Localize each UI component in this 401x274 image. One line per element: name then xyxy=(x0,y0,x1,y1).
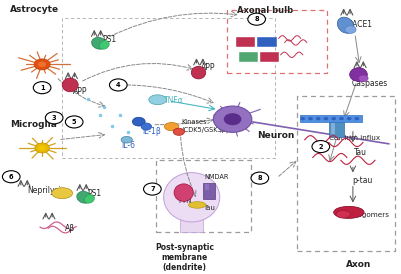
Ellipse shape xyxy=(91,37,107,49)
Bar xyxy=(329,121,344,137)
Ellipse shape xyxy=(174,184,193,201)
Circle shape xyxy=(331,117,336,120)
Ellipse shape xyxy=(84,195,95,203)
Circle shape xyxy=(132,117,145,126)
Text: APP: APP xyxy=(73,87,87,96)
Circle shape xyxy=(65,116,83,128)
Circle shape xyxy=(308,117,313,120)
Text: Post-synaptic
membrane
(dendrite): Post-synaptic membrane (dendrite) xyxy=(155,243,214,272)
Text: FYN: FYN xyxy=(178,198,192,204)
Ellipse shape xyxy=(121,136,132,143)
Circle shape xyxy=(144,183,161,195)
Ellipse shape xyxy=(334,206,364,218)
Bar xyxy=(180,200,203,232)
Ellipse shape xyxy=(358,75,368,82)
Circle shape xyxy=(251,172,269,184)
Circle shape xyxy=(141,123,152,130)
Text: 8: 8 xyxy=(254,16,259,22)
Circle shape xyxy=(339,117,344,120)
Bar xyxy=(260,52,279,62)
Ellipse shape xyxy=(99,41,109,49)
Ellipse shape xyxy=(149,95,166,105)
Ellipse shape xyxy=(164,122,179,131)
Text: 4: 4 xyxy=(116,82,121,88)
Text: Tau oligomers: Tau oligomers xyxy=(339,212,389,218)
Ellipse shape xyxy=(52,188,73,199)
Text: PS1: PS1 xyxy=(87,189,101,198)
Ellipse shape xyxy=(191,66,206,79)
Circle shape xyxy=(45,112,63,124)
Text: BACE1: BACE1 xyxy=(347,20,372,29)
Circle shape xyxy=(354,117,359,120)
Ellipse shape xyxy=(164,173,220,222)
Text: APP: APP xyxy=(200,63,215,72)
Text: 1: 1 xyxy=(40,85,45,91)
Text: Axonal bulb: Axonal bulb xyxy=(237,7,293,15)
Circle shape xyxy=(35,143,49,153)
Circle shape xyxy=(213,106,252,132)
Bar xyxy=(300,115,362,122)
Text: 5: 5 xyxy=(72,119,77,125)
Bar xyxy=(257,37,277,47)
Ellipse shape xyxy=(62,78,78,92)
Text: Neuron: Neuron xyxy=(257,131,294,140)
Text: 6: 6 xyxy=(9,174,14,180)
Text: IL-1β: IL-1β xyxy=(142,127,161,136)
Text: TNFα: TNFα xyxy=(164,96,184,104)
Text: PS1: PS1 xyxy=(102,35,116,44)
Ellipse shape xyxy=(77,191,92,203)
Bar xyxy=(203,183,215,199)
Circle shape xyxy=(109,79,127,91)
Text: Aβ: Aβ xyxy=(65,224,75,233)
Ellipse shape xyxy=(345,26,356,33)
Text: NMDAR: NMDAR xyxy=(205,174,229,180)
Text: 8: 8 xyxy=(257,175,262,181)
Text: Neprilysin: Neprilysin xyxy=(27,186,66,195)
Text: Microglia: Microglia xyxy=(10,120,57,129)
Ellipse shape xyxy=(188,202,206,208)
Text: 2: 2 xyxy=(318,144,323,150)
Bar xyxy=(62,18,275,158)
Ellipse shape xyxy=(336,210,350,218)
Circle shape xyxy=(2,171,20,183)
Circle shape xyxy=(224,113,241,125)
Text: IL-6: IL-6 xyxy=(121,141,135,150)
Text: 3: 3 xyxy=(52,115,57,121)
Text: p-tau: p-tau xyxy=(352,176,373,185)
Circle shape xyxy=(33,82,51,94)
Text: Tau: Tau xyxy=(354,148,367,156)
Bar xyxy=(156,160,251,232)
Bar xyxy=(239,52,258,62)
Text: Caspases: Caspases xyxy=(352,79,388,88)
Circle shape xyxy=(248,13,265,25)
Bar xyxy=(297,96,395,251)
Ellipse shape xyxy=(337,17,354,33)
Text: Tau: Tau xyxy=(203,205,215,211)
Text: Axon: Axon xyxy=(346,260,372,269)
Bar xyxy=(236,37,255,47)
Text: Astrocyte: Astrocyte xyxy=(10,5,59,14)
Circle shape xyxy=(34,59,50,70)
Text: 7: 7 xyxy=(150,186,155,192)
Circle shape xyxy=(38,62,46,67)
Ellipse shape xyxy=(350,68,367,81)
Circle shape xyxy=(312,141,330,153)
Circle shape xyxy=(324,117,328,120)
Circle shape xyxy=(347,117,352,120)
Bar xyxy=(331,123,335,134)
Circle shape xyxy=(316,117,321,120)
Bar xyxy=(205,184,209,190)
Circle shape xyxy=(38,145,46,150)
Circle shape xyxy=(300,117,305,120)
Text: Calcium influx: Calcium influx xyxy=(329,135,380,141)
Ellipse shape xyxy=(173,128,184,135)
Bar xyxy=(227,10,327,73)
Text: Kinases
(CDK5/GSK3β): Kinases (CDK5/GSK3β) xyxy=(181,119,229,133)
